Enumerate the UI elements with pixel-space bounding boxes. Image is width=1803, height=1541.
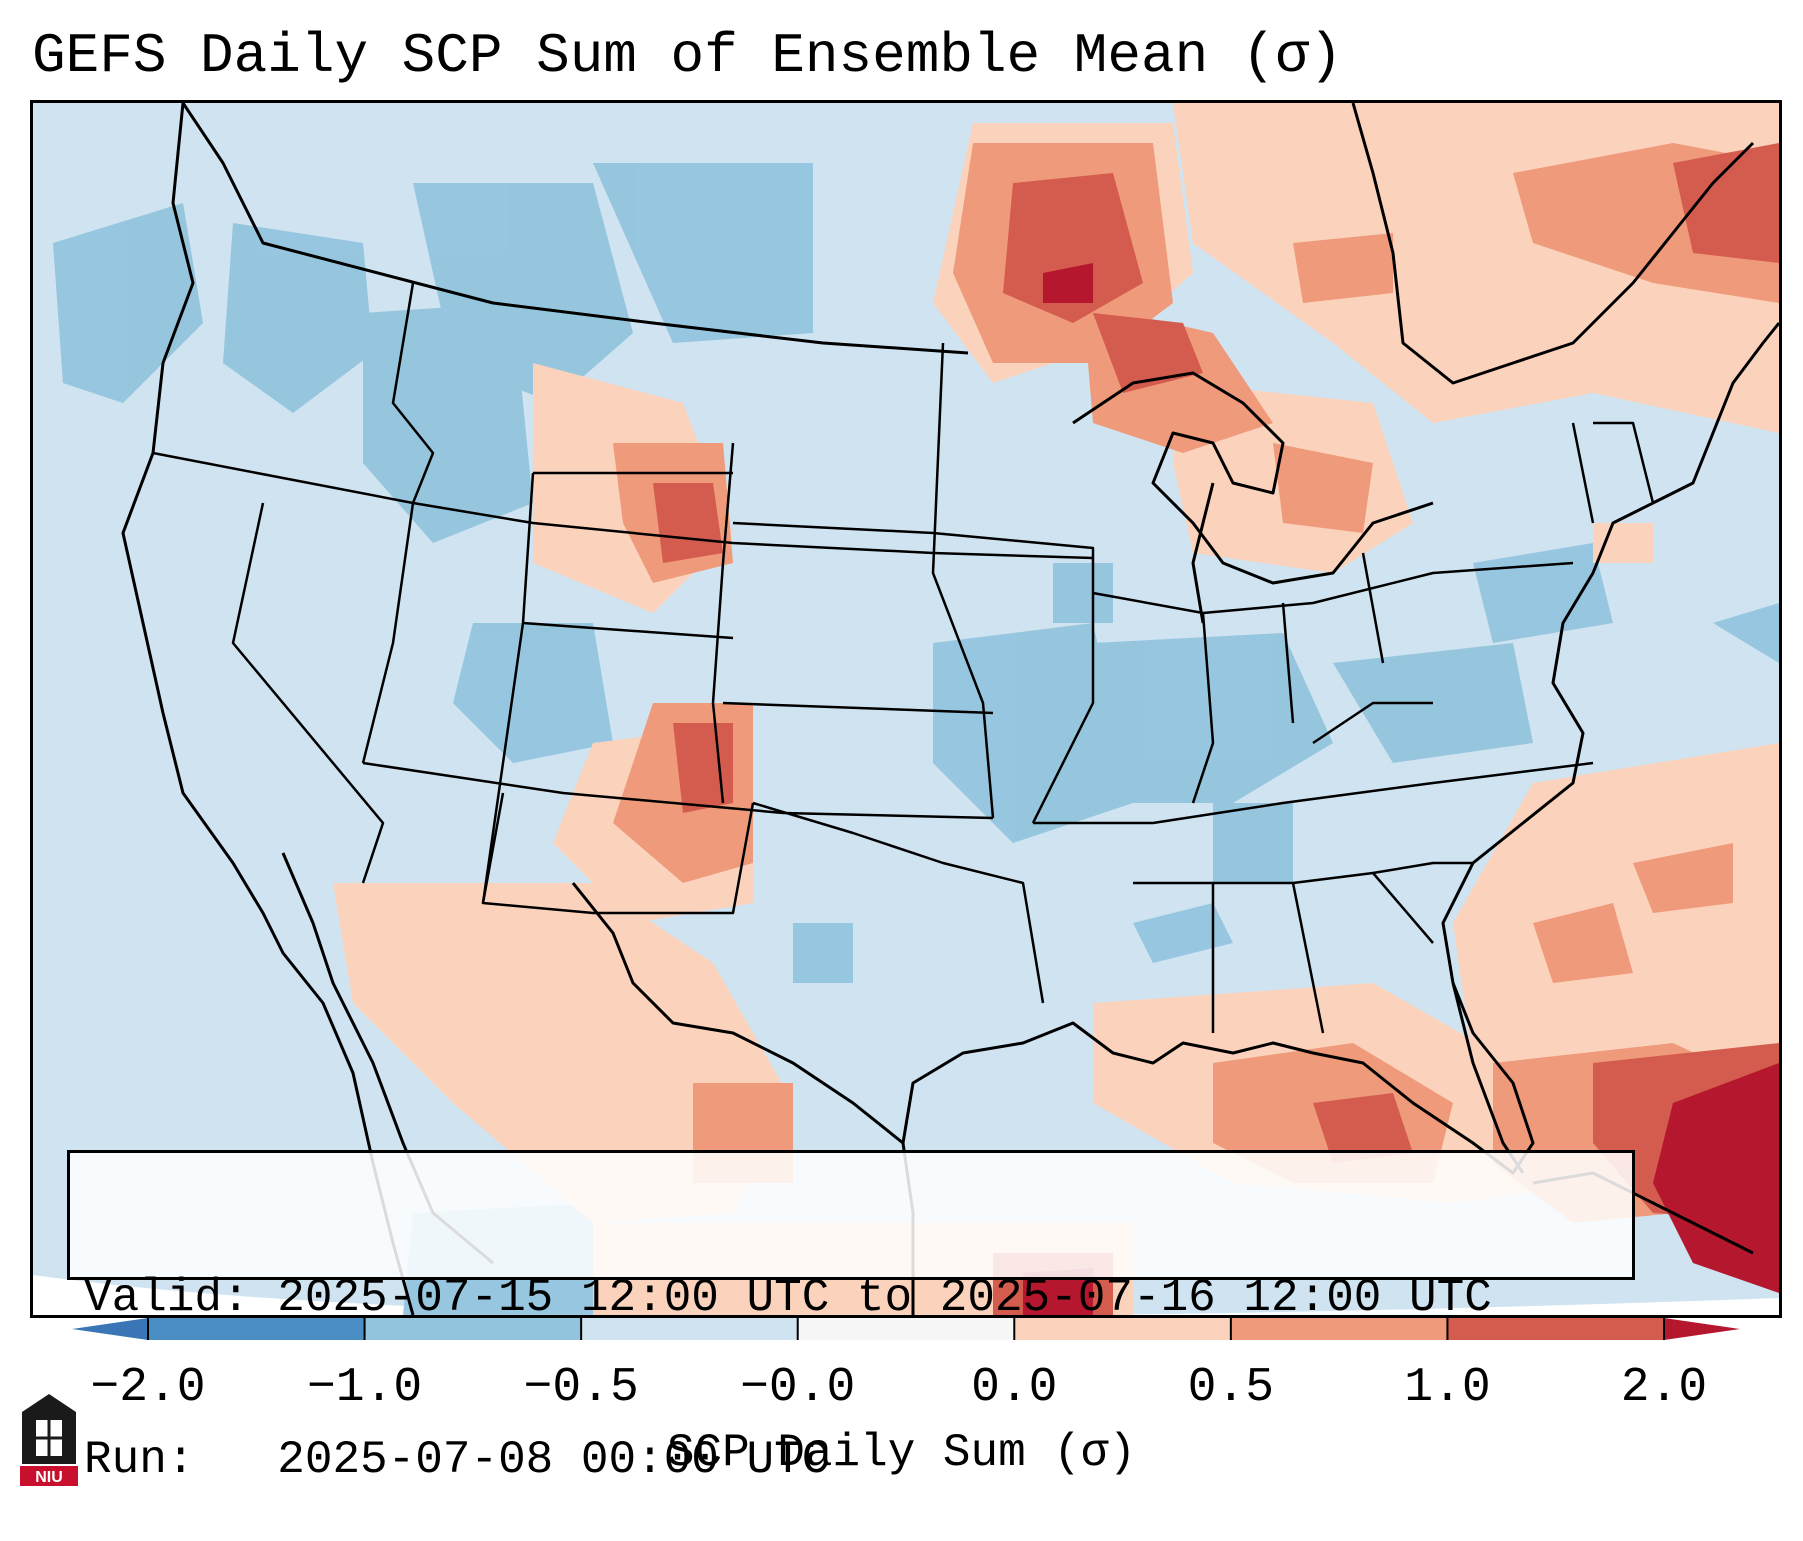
colorbar-extend-low	[72, 1318, 148, 1340]
colorbar	[72, 1318, 1740, 1340]
colorbar-ticks	[147, 1318, 1665, 1340]
colorbar-tick-label: 1.0	[1404, 1361, 1491, 1415]
colorbar-tick-label: −2.0	[90, 1361, 206, 1415]
colorbar-tick-label: −0.5	[523, 1361, 639, 1415]
colorbar-segment	[148, 1318, 366, 1340]
country-outlines	[121, 103, 1779, 1315]
map-title: GEFS Daily SCP Sum of Ensemble Mean (σ)	[32, 24, 1343, 88]
colorbar-tick-label: −0.0	[740, 1361, 856, 1415]
run-time-text: Run: 2025-07-08 00:00 UTC	[84, 1434, 830, 1486]
colorbar-segment	[364, 1318, 582, 1340]
colorbar-tick-label: 0.5	[1187, 1361, 1275, 1415]
colorbar-label: SCP Daily Sum (σ)	[666, 1427, 1137, 1479]
state-borders	[152, 282, 1655, 1034]
colorbar-segment	[1230, 1318, 1448, 1340]
colorbar-segment	[797, 1318, 1015, 1340]
colorbar-tick-label: 0.0	[971, 1361, 1058, 1415]
colorbar-tick-label: 2.0	[1620, 1361, 1708, 1415]
scp-anomaly-map	[33, 103, 1779, 1315]
niu-logo: NIU	[20, 1394, 78, 1486]
colorbar-segment	[581, 1318, 799, 1340]
projection-edge	[33, 1275, 1779, 1315]
valid-time-text: Valid: 2025-07-15 12:00 UTC to 2025-07-1…	[84, 1272, 1492, 1324]
colorbar-tick-label: −1.0	[306, 1361, 423, 1415]
colorbar-segment	[1447, 1318, 1665, 1340]
valid-run-info-box: Valid: 2025-07-15 12:00 UTC to 2025-07-1…	[67, 1150, 1635, 1486]
map-panel[interactable]	[30, 100, 1782, 1318]
colorbar-tick-labels: −2.0 −1.0 −0.5 −0.0 0.0 0.5 1.0 2.0	[0, 1360, 1803, 1420]
logo-text: NIU	[35, 1469, 63, 1486]
colorbar-extend-high	[1664, 1318, 1740, 1340]
logo-badge	[20, 1466, 78, 1486]
colorbar-segment	[1014, 1318, 1232, 1340]
colorbar-segments	[148, 1318, 1665, 1340]
